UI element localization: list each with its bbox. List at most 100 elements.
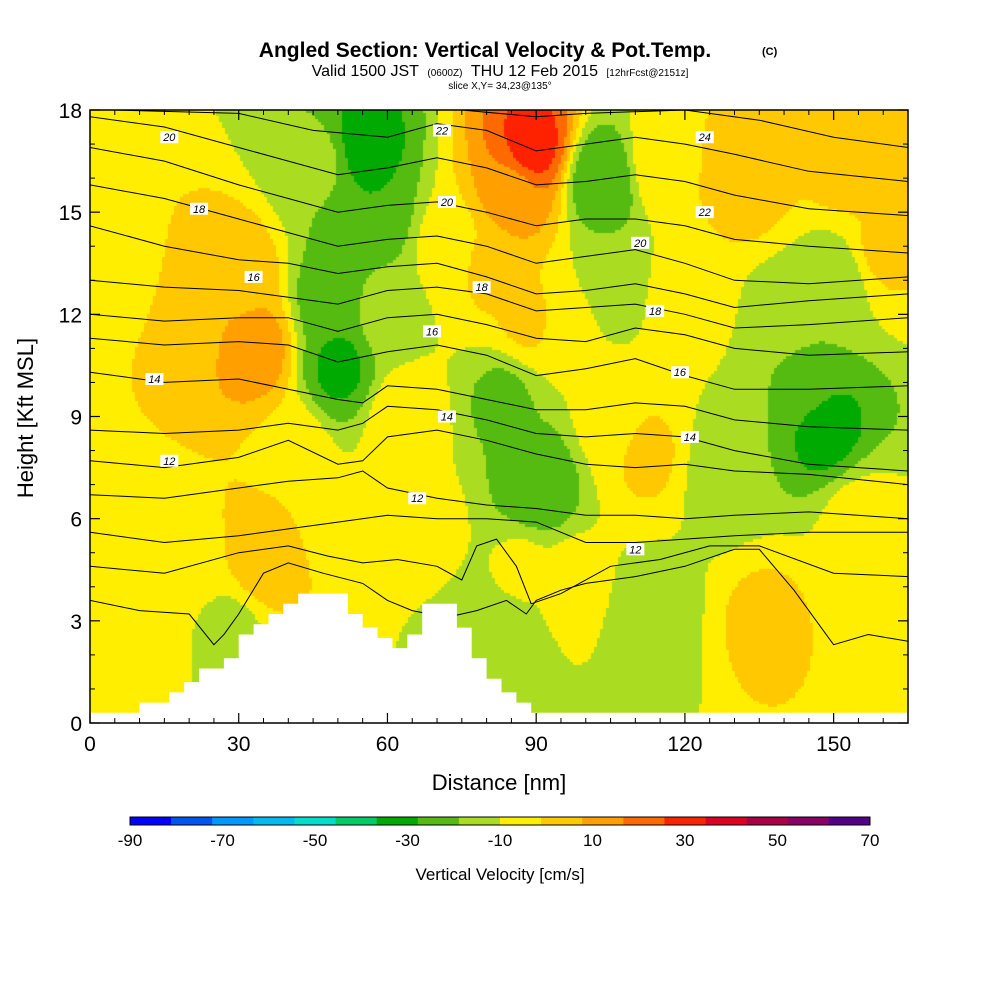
- y-tick-label: 15: [59, 202, 82, 225]
- colorbar-swatch: [335, 817, 377, 825]
- y-tick-label: 3: [70, 611, 82, 634]
- contour-label: 18: [646, 304, 665, 318]
- contour-label: 14: [680, 430, 699, 444]
- colorbar-tick-label: -50: [303, 831, 328, 850]
- y-axis-label: Height [Kft MSL]: [13, 338, 38, 498]
- subtitle-forecast: [12hrFcst@2151z]: [607, 68, 689, 79]
- colorbar-tick-label: 30: [676, 831, 695, 850]
- contour-label: 24: [695, 131, 714, 144]
- isentrope-line: [90, 548, 908, 646]
- x-tick-label: 0: [84, 733, 96, 756]
- colorbar-tick-label: -30: [395, 831, 420, 850]
- contour-labels: 20 18 16 14 12 22 20 18 16 14 12 24 22 20 18 16 14 12: [145, 124, 714, 556]
- x-tick-label: 60: [376, 733, 399, 756]
- colorbar-swatch: [664, 817, 706, 825]
- colorbar-swatch: [623, 817, 665, 825]
- colorbar-swatch: [458, 817, 501, 825]
- contour-label: 16: [423, 325, 442, 338]
- slice-info: slice X,Y= 34,23@135°: [448, 81, 551, 92]
- contour-label: 22: [432, 124, 451, 137]
- title-unit: (C): [762, 46, 778, 58]
- x-tick-label: 30: [227, 733, 250, 756]
- colorbar-swatch: [130, 817, 172, 825]
- chart-title: Angled Section: Vertical Velocity & Pot.…: [259, 39, 711, 62]
- colorbar-tick-label: 10: [583, 831, 602, 850]
- colorbar-swatch: [746, 817, 789, 825]
- colorbar-swatch: [541, 817, 583, 825]
- colorbar-swatch: [294, 817, 336, 825]
- contour-label: 16: [670, 366, 689, 379]
- svg-text:16: 16: [247, 272, 260, 284]
- isentrope-line: [90, 225, 908, 309]
- contour-label: 12: [160, 454, 179, 468]
- svg-text:20: 20: [162, 132, 176, 144]
- colorbar: -90 -70 -50 -30 -10 10 30 50 70: [118, 816, 880, 850]
- colorbar-frame: [129, 816, 871, 826]
- colorbar-tick-label: -90: [118, 831, 143, 850]
- chart-subtitle: Valid 1500 JST (0600Z) THU 12 Feb 2015 […: [312, 63, 689, 80]
- contour-label: 14: [437, 410, 456, 424]
- isentrope-line: [90, 337, 908, 390]
- contour-label: 18: [190, 202, 209, 216]
- svg-text:14: 14: [684, 432, 696, 444]
- contour-label: 16: [244, 270, 263, 284]
- svg-text:16: 16: [674, 367, 687, 379]
- svg-text:12: 12: [163, 456, 175, 468]
- contour-label: 18: [472, 281, 491, 294]
- potential-temperature-contours: [90, 110, 908, 646]
- subtitle-utc: (0600Z): [427, 68, 462, 79]
- isentrope-line: [90, 538, 908, 605]
- colorbar-tick-label: 50: [768, 831, 787, 850]
- axis-ticks: 0 30 60 90 120 150 0 3 6 9 12 15 18: [59, 100, 908, 756]
- isentrope-line: [90, 514, 908, 544]
- svg-text:14: 14: [441, 412, 453, 424]
- svg-text:22: 22: [698, 207, 711, 219]
- svg-text:18: 18: [476, 282, 489, 294]
- contour-label: 20: [160, 131, 179, 144]
- isentrope-line: [90, 371, 908, 431]
- y-tick-label: 18: [59, 100, 82, 123]
- colorbar-swatch: [705, 817, 747, 825]
- svg-text:20: 20: [633, 238, 647, 250]
- svg-text:12: 12: [411, 493, 423, 505]
- colorbar-title: Vertical Velocity [cm/s]: [415, 865, 584, 884]
- subtitle-date: THU 12 Feb 2015: [471, 63, 598, 80]
- contour-label: 12: [408, 492, 427, 505]
- isentrope-line: [90, 147, 908, 254]
- isentrope-line: [90, 470, 908, 520]
- contour-label: 20: [437, 195, 456, 209]
- svg-text:14: 14: [148, 374, 160, 386]
- colorbar-swatch: [212, 817, 254, 825]
- svg-text:12: 12: [629, 544, 641, 556]
- colorbar-swatch: [828, 817, 871, 825]
- y-tick-label: 9: [70, 407, 82, 430]
- subtitle-valid: Valid 1500 JST: [312, 63, 420, 80]
- colorbar-swatch: [376, 817, 419, 825]
- svg-text:22: 22: [435, 125, 448, 137]
- colorbar-tick-label: -10: [488, 831, 513, 850]
- isentrope-line: [90, 116, 908, 217]
- isentrope-line: [90, 184, 908, 285]
- isentrope-line: [90, 405, 908, 472]
- contour-label: 12: [626, 543, 645, 556]
- svg-text:24: 24: [698, 132, 711, 144]
- x-tick-label: 120: [667, 733, 702, 756]
- contour-label: 22: [695, 206, 714, 219]
- y-tick-label: 12: [59, 304, 82, 327]
- colorbar-swatch: [171, 817, 213, 825]
- y-tick-label: 6: [70, 509, 82, 532]
- isentrope-line: [114, 110, 908, 182]
- colorbar-tick-label: 70: [861, 831, 880, 850]
- x-axis-label: Distance [nm]: [432, 770, 567, 795]
- isentrope-line: [90, 313, 908, 356]
- svg-text:20: 20: [440, 197, 454, 209]
- colorbar-swatch: [582, 817, 624, 825]
- isentrope-line: [90, 429, 908, 486]
- plot-area: 20 18 16 14 12 22 20 18 16 14 12 24 22 20 18 16 14 12: [90, 110, 908, 723]
- contour-label: 20: [631, 236, 650, 250]
- isentrope-line: [90, 279, 908, 329]
- colorbar-swatch: [253, 817, 295, 825]
- x-tick-label: 150: [816, 733, 851, 756]
- x-tick-label: 90: [525, 733, 548, 756]
